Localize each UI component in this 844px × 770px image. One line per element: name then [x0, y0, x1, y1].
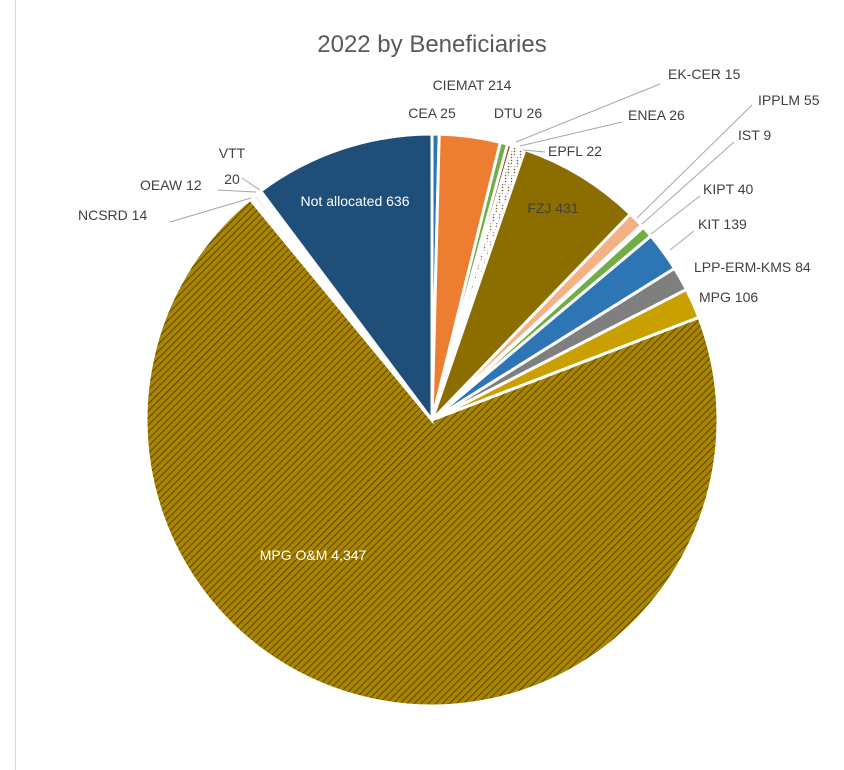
leader-line-ipplm: [636, 104, 753, 219]
data-label-epfl: EPFL 22: [548, 143, 602, 159]
pie-slices: [144, 132, 720, 708]
data-labels: CEA 25 CIEMAT 214 DTU 26 EK-CER 15 ENEA 26 EP…: [78, 66, 820, 563]
data-label-oeaw: OEAW 12: [140, 177, 202, 193]
data-label-ncsrd: NCSRD 14: [78, 207, 147, 223]
leader-line-oeaw: [217, 189, 257, 193]
data-label-mpg: MPG 106: [699, 289, 758, 305]
leader-lines: [169, 83, 753, 251]
data-label-ciemat: CIEMAT 214: [433, 77, 512, 93]
data-label-ist: IST 9: [738, 127, 771, 143]
data-label-dtu: DTU 26: [494, 105, 542, 121]
data-label-not-allocated: Not allocated 636: [301, 193, 410, 209]
leader-line-epfl: [522, 149, 546, 153]
frame-edge: [15, 0, 16, 770]
leader-line-kit: [669, 230, 695, 251]
data-label-kit: KIT 139: [698, 216, 747, 232]
leader-line-ist: [641, 141, 735, 225]
chart-title: 2022 by Beneficiaries: [317, 31, 546, 58]
pie-slice-mpg-o-m: [144, 197, 720, 708]
leader-line-kipt: [650, 195, 701, 235]
pie-slice-not-allocated: [258, 132, 434, 425]
leader-line-vtt: [241, 177, 261, 191]
data-label-ek-cer: EK-CER 15: [668, 66, 741, 82]
leader-line-enea: [519, 121, 623, 147]
data-label-fzj: FZJ 431: [527, 200, 579, 216]
data-label-ipplm: IPPLM 55: [758, 92, 820, 108]
data-label-cea: CEA 25: [408, 105, 456, 121]
data-label-mpg-o-m: MPG O&M 4,347: [260, 547, 367, 563]
data-label-lpp-erm-kms: LPP-ERM-KMS 84: [694, 259, 811, 275]
data-label-enea: ENEA 26: [628, 107, 685, 123]
leader-line-ncsrd: [169, 197, 252, 223]
leader-line-ek-cer: [515, 83, 661, 143]
data-label-vtt: VTT 20: [219, 145, 246, 187]
data-label-kipt: KIPT 40: [703, 181, 754, 197]
